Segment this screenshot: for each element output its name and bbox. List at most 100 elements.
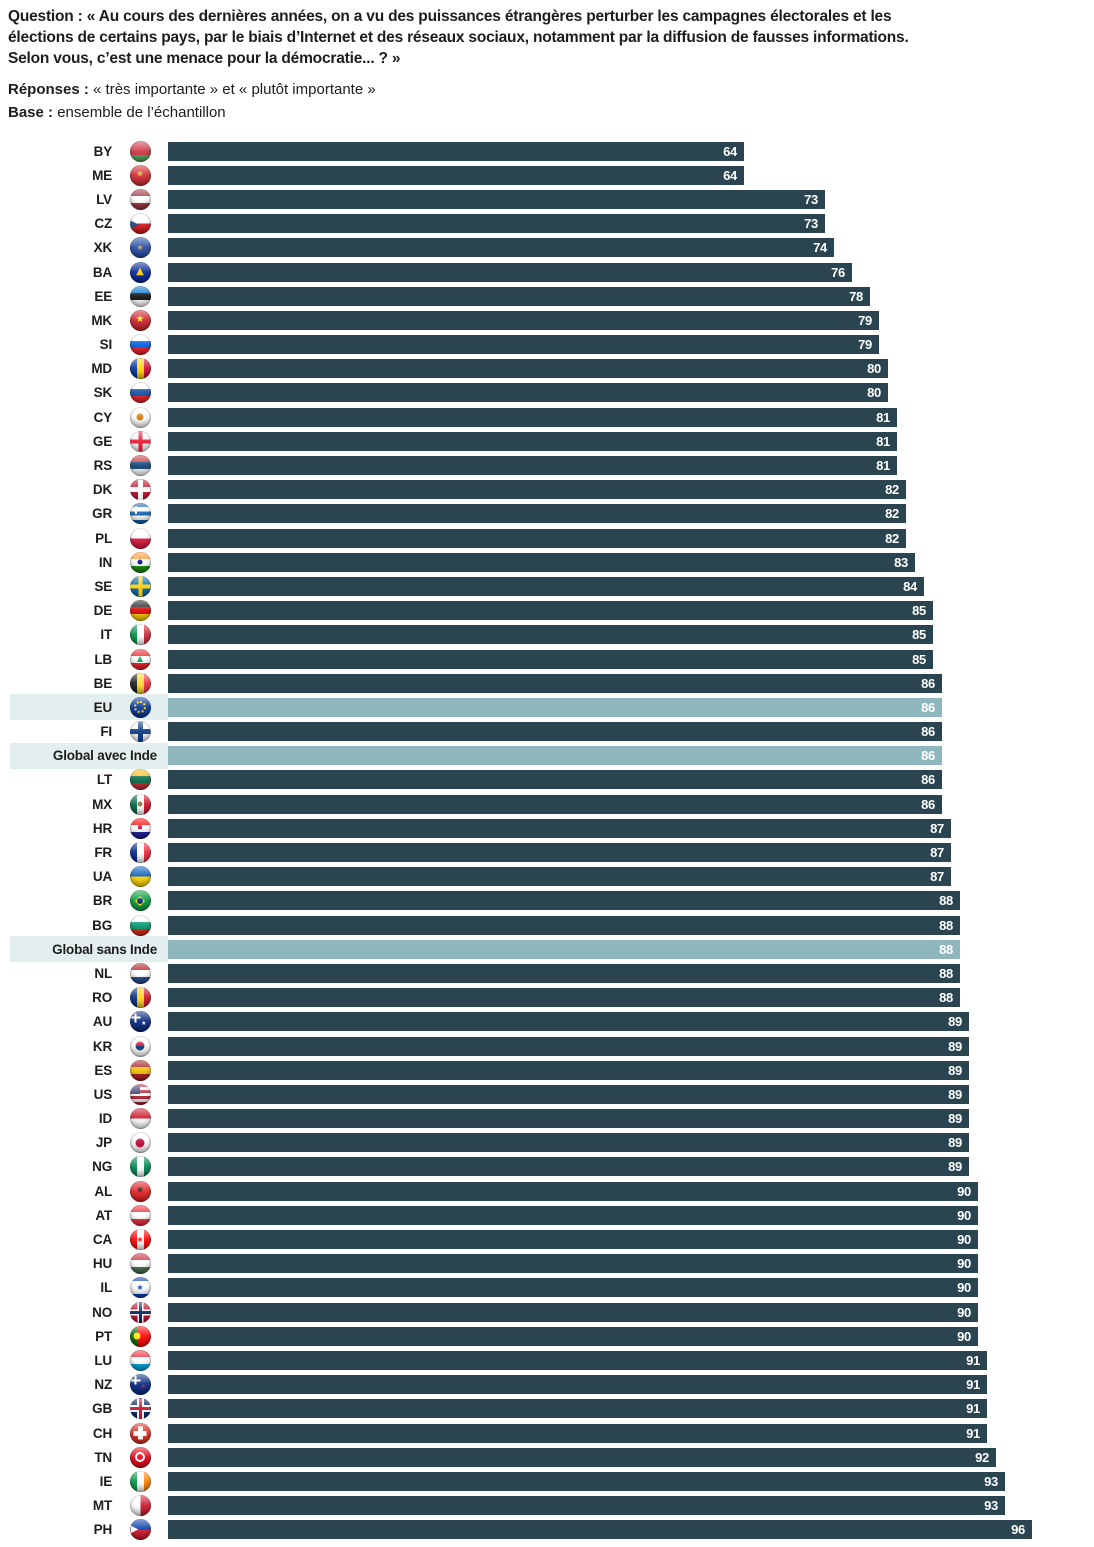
- bar: 88: [168, 915, 960, 935]
- bar: 89: [168, 1133, 969, 1153]
- bar-value-label: 82: [885, 506, 899, 522]
- flag-wrap: [112, 285, 168, 307]
- row-label: CA: [92, 1232, 112, 1248]
- chart-row: BA ▲ 76: [0, 260, 1094, 284]
- bar-value-label: 90: [957, 1280, 971, 1296]
- bar: 96: [168, 1520, 1032, 1540]
- flag-wrap: [112, 1204, 168, 1226]
- chart-row: DE 85: [0, 599, 1094, 623]
- bar-value-label: 88: [939, 917, 953, 933]
- flag-lt-icon: [129, 769, 151, 791]
- bar: 64: [168, 165, 744, 185]
- bar-value-label: 89: [948, 1135, 962, 1151]
- row-label: PL: [95, 530, 112, 546]
- chart-row: PL 82: [0, 526, 1094, 550]
- bar: 90: [168, 1254, 978, 1274]
- flag-wrap: [112, 1301, 168, 1323]
- flag-xk-icon: ★: [129, 237, 151, 259]
- bar-value-label: 89: [948, 1159, 962, 1175]
- bar: 89: [168, 1012, 969, 1032]
- flag-wrap: [112, 1132, 168, 1154]
- bar: 86: [168, 746, 942, 766]
- bar-value-label: 88: [939, 893, 953, 909]
- flag-wrap: [112, 624, 168, 646]
- bar: 73: [168, 189, 825, 209]
- flag-gr-icon: [129, 503, 151, 525]
- question-line-1: Question : « Au cours des dernières anné…: [8, 8, 892, 25]
- row-label: AL: [94, 1183, 112, 1199]
- bar: 90: [168, 1278, 978, 1298]
- responses-text: « très importante » et « plutôt importan…: [93, 81, 376, 98]
- row-label: PT: [95, 1328, 112, 1344]
- chart-row: BY 64: [0, 139, 1094, 163]
- flag-wrap: [112, 140, 168, 162]
- flag-wrap: [112, 1325, 168, 1347]
- bar-value-label: 90: [957, 1232, 971, 1248]
- flag-md-icon: [129, 358, 151, 380]
- row-label: Global avec Inde: [52, 748, 157, 764]
- flag-wrap: ★: [112, 1229, 168, 1251]
- flag-ro-icon: [129, 987, 151, 1009]
- row-label: IE: [99, 1473, 113, 1489]
- bar: 90: [168, 1230, 978, 1250]
- bar-value-label: 85: [912, 627, 926, 643]
- chart-row: HU 90: [0, 1252, 1094, 1276]
- row-label: MT: [92, 1498, 112, 1514]
- bar: 80: [168, 359, 888, 379]
- row-label: RO: [92, 990, 112, 1006]
- flag-nl-icon: [129, 962, 151, 984]
- flag-wrap: [112, 1349, 168, 1371]
- row-label: BA: [92, 264, 112, 280]
- bar-value-label: 93: [984, 1498, 998, 1514]
- responses-label: Réponses :: [8, 81, 89, 98]
- bar-value-label: 86: [921, 675, 935, 691]
- bar: 81: [168, 407, 897, 427]
- bar: 74: [168, 238, 834, 258]
- flag-ng-icon: [129, 1156, 151, 1178]
- bar-value-label: 96: [1011, 1522, 1025, 1538]
- bar-value-label: 90: [957, 1256, 971, 1272]
- row-label: KR: [92, 1038, 112, 1054]
- chart-row: IT 85: [0, 623, 1094, 647]
- flag-wrap: [112, 793, 168, 815]
- bar: 81: [168, 456, 897, 476]
- bar-value-label: 88: [939, 965, 953, 981]
- flag-wrap: [112, 575, 168, 597]
- bar-value-label: 83: [894, 554, 908, 570]
- bar: 88: [168, 988, 960, 1008]
- bar-chart: BY 64 ME ★ 64 LV 73 CZ ▶ 73: [0, 139, 1094, 1542]
- flag-wrap: [112, 1108, 168, 1130]
- flag-ua-icon: [129, 866, 151, 888]
- bar-value-label: 80: [867, 385, 881, 401]
- row-label: AT: [95, 1207, 112, 1223]
- flag-ph-icon: ▶: [129, 1519, 151, 1541]
- chart-row: BR ◆ 88: [0, 889, 1094, 913]
- bar: 90: [168, 1302, 978, 1322]
- flag-wrap: ▲: [112, 261, 168, 283]
- chart-row: ME ★ 64: [0, 163, 1094, 187]
- bar: 79: [168, 310, 879, 330]
- flag-kr-icon: [129, 1035, 151, 1057]
- chart-row: NZ ★ 91: [0, 1373, 1094, 1397]
- flag-wrap: ★: [112, 237, 168, 259]
- bar: 91: [168, 1350, 987, 1370]
- base-text: ensemble de l’échantillon: [57, 104, 226, 121]
- flag-il-icon: ★: [129, 1277, 151, 1299]
- row-label: MK: [91, 312, 112, 328]
- chart-row: MX 86: [0, 792, 1094, 816]
- flag-wrap: [112, 406, 168, 428]
- flag-lb-icon: ▲: [129, 648, 151, 670]
- flag-fi-icon: [129, 721, 151, 743]
- row-label: BR: [92, 893, 112, 909]
- chart-row: MT 93: [0, 1494, 1094, 1518]
- chart-row: CZ ▶ 73: [0, 212, 1094, 236]
- bar: 90: [168, 1181, 978, 1201]
- bar: 93: [168, 1471, 1005, 1491]
- flag-be-icon: [129, 672, 151, 694]
- bar-value-label: 86: [921, 772, 935, 788]
- flag-wrap: [112, 1495, 168, 1517]
- row-label: FI: [100, 724, 112, 740]
- flag-wrap: ★: [112, 1011, 168, 1033]
- flag-wrap: [112, 1083, 168, 1105]
- bar: 90: [168, 1326, 978, 1346]
